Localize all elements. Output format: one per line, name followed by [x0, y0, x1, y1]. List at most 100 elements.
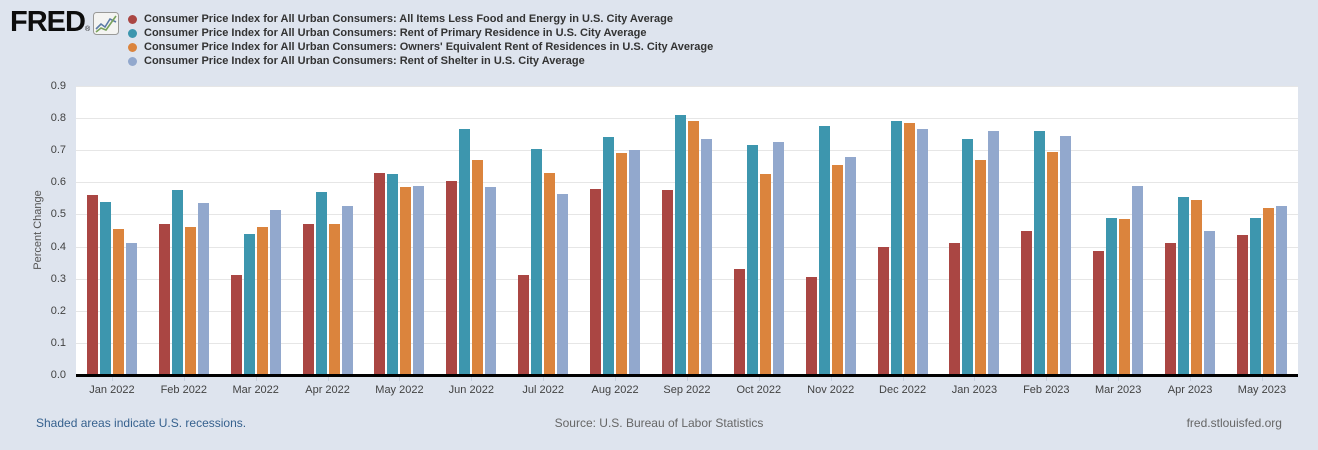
bars [507, 86, 579, 375]
bar[interactable] [230, 275, 242, 375]
bar[interactable] [400, 187, 412, 375]
bar[interactable] [1165, 243, 1177, 375]
bar[interactable] [1106, 217, 1118, 375]
bar[interactable] [1021, 230, 1033, 375]
bar[interactable] [99, 201, 111, 375]
bar[interactable] [374, 172, 386, 375]
bar[interactable] [746, 145, 758, 375]
bar[interactable] [1191, 200, 1203, 375]
fred-site-link[interactable]: fred.stlouisfed.org [1186, 416, 1282, 430]
bar[interactable] [988, 130, 1000, 375]
bar[interactable] [315, 191, 327, 375]
x-tick-mark [471, 377, 473, 381]
bar[interactable] [256, 227, 268, 375]
bar[interactable] [759, 174, 771, 375]
bar[interactable] [544, 172, 556, 375]
y-tick-label: 0.7 [50, 144, 66, 157]
bar[interactable] [387, 174, 399, 375]
legend-label: Consumer Price Index for All Urban Consu… [144, 13, 673, 25]
y-tick-label: 0.2 [50, 304, 66, 317]
bar[interactable] [1034, 130, 1046, 375]
y-tick-label: 0.6 [50, 176, 66, 189]
bar[interactable] [472, 159, 484, 375]
bar[interactable] [1093, 251, 1105, 375]
bar[interactable] [1119, 219, 1131, 375]
bar[interactable] [687, 121, 699, 375]
bar[interactable] [877, 246, 889, 375]
bar[interactable] [916, 129, 928, 375]
bar[interactable] [158, 224, 170, 375]
x-tick-mark [111, 377, 113, 381]
bar[interactable] [413, 185, 425, 375]
bar[interactable] [629, 150, 641, 375]
bar[interactable] [831, 164, 843, 375]
legend-item-0[interactable]: Consumer Price Index for All Urban Consu… [128, 12, 713, 26]
bar[interactable] [1262, 208, 1274, 375]
bar[interactable] [805, 277, 817, 375]
x-tick-mark [1261, 377, 1263, 381]
bar[interactable] [86, 195, 98, 375]
chart-legend: Consumer Price Index for All Urban Consu… [128, 12, 713, 68]
bar[interactable] [661, 190, 673, 375]
bar[interactable] [772, 142, 784, 375]
bar[interactable] [674, 114, 686, 375]
gridline [76, 150, 1298, 152]
bar[interactable] [485, 187, 497, 375]
bar[interactable] [949, 243, 961, 375]
bar[interactable] [590, 188, 602, 375]
bar[interactable] [890, 121, 902, 375]
bar[interactable] [1275, 206, 1287, 375]
bar[interactable] [341, 206, 353, 375]
bar[interactable] [112, 228, 124, 375]
x-tick-mark [543, 377, 545, 381]
bar[interactable] [1178, 196, 1190, 375]
x-tick-mark [1190, 377, 1192, 381]
bars [148, 86, 220, 375]
legend-item-1[interactable]: Consumer Price Index for All Urban Consu… [128, 26, 713, 40]
bar[interactable] [531, 148, 543, 375]
bar[interactable] [459, 129, 471, 375]
bar[interactable] [269, 209, 281, 375]
x-tick-mark [1118, 377, 1120, 381]
legend-item-3[interactable]: Consumer Price Index for All Urban Consu… [128, 54, 713, 68]
bar-group-mar-2023: Mar 2023 [1082, 86, 1154, 396]
bar[interactable] [243, 233, 255, 375]
bar[interactable] [518, 275, 530, 375]
bar[interactable] [557, 193, 569, 375]
x-tick-label: Dec 2022 [879, 384, 927, 396]
bar[interactable] [1204, 230, 1216, 375]
bar-group-jun-2022: Jun 2022 [435, 86, 507, 396]
bar[interactable] [733, 269, 745, 375]
bar-group-aug-2022: Aug 2022 [579, 86, 651, 396]
bar[interactable] [962, 138, 974, 375]
bar-group-dec-2022: Dec 2022 [867, 86, 939, 396]
x-tick-label: Jan 2023 [951, 384, 998, 396]
bar[interactable] [184, 227, 196, 375]
x-tick-mark [327, 377, 329, 381]
bar[interactable] [328, 224, 340, 375]
bar[interactable] [197, 203, 209, 375]
bar[interactable] [603, 137, 615, 375]
bar[interactable] [1249, 217, 1261, 375]
legend-item-2[interactable]: Consumer Price Index for All Urban Consu… [128, 40, 713, 54]
bar[interactable] [1047, 151, 1059, 375]
bar[interactable] [616, 153, 628, 375]
fred-logo[interactable]: FRED ® [10, 8, 120, 40]
recessions-link[interactable]: Shaded areas indicate U.S. recessions. [36, 416, 247, 430]
bar-group-oct-2022: Oct 2022 [723, 86, 795, 396]
bar[interactable] [844, 156, 856, 375]
bar[interactable] [1132, 185, 1144, 375]
bar[interactable] [818, 126, 830, 375]
gridline [76, 246, 1298, 248]
y-tick-label: 0.8 [50, 112, 66, 125]
bar[interactable] [125, 243, 137, 375]
bar[interactable] [446, 180, 458, 375]
bar[interactable] [1060, 135, 1072, 375]
bar[interactable] [171, 190, 183, 375]
bar[interactable] [302, 224, 314, 375]
bar[interactable] [700, 138, 712, 375]
bar[interactable] [903, 122, 915, 375]
bar[interactable] [1236, 235, 1248, 375]
bar-group-nov-2022: Nov 2022 [795, 86, 867, 396]
bar[interactable] [975, 159, 987, 375]
